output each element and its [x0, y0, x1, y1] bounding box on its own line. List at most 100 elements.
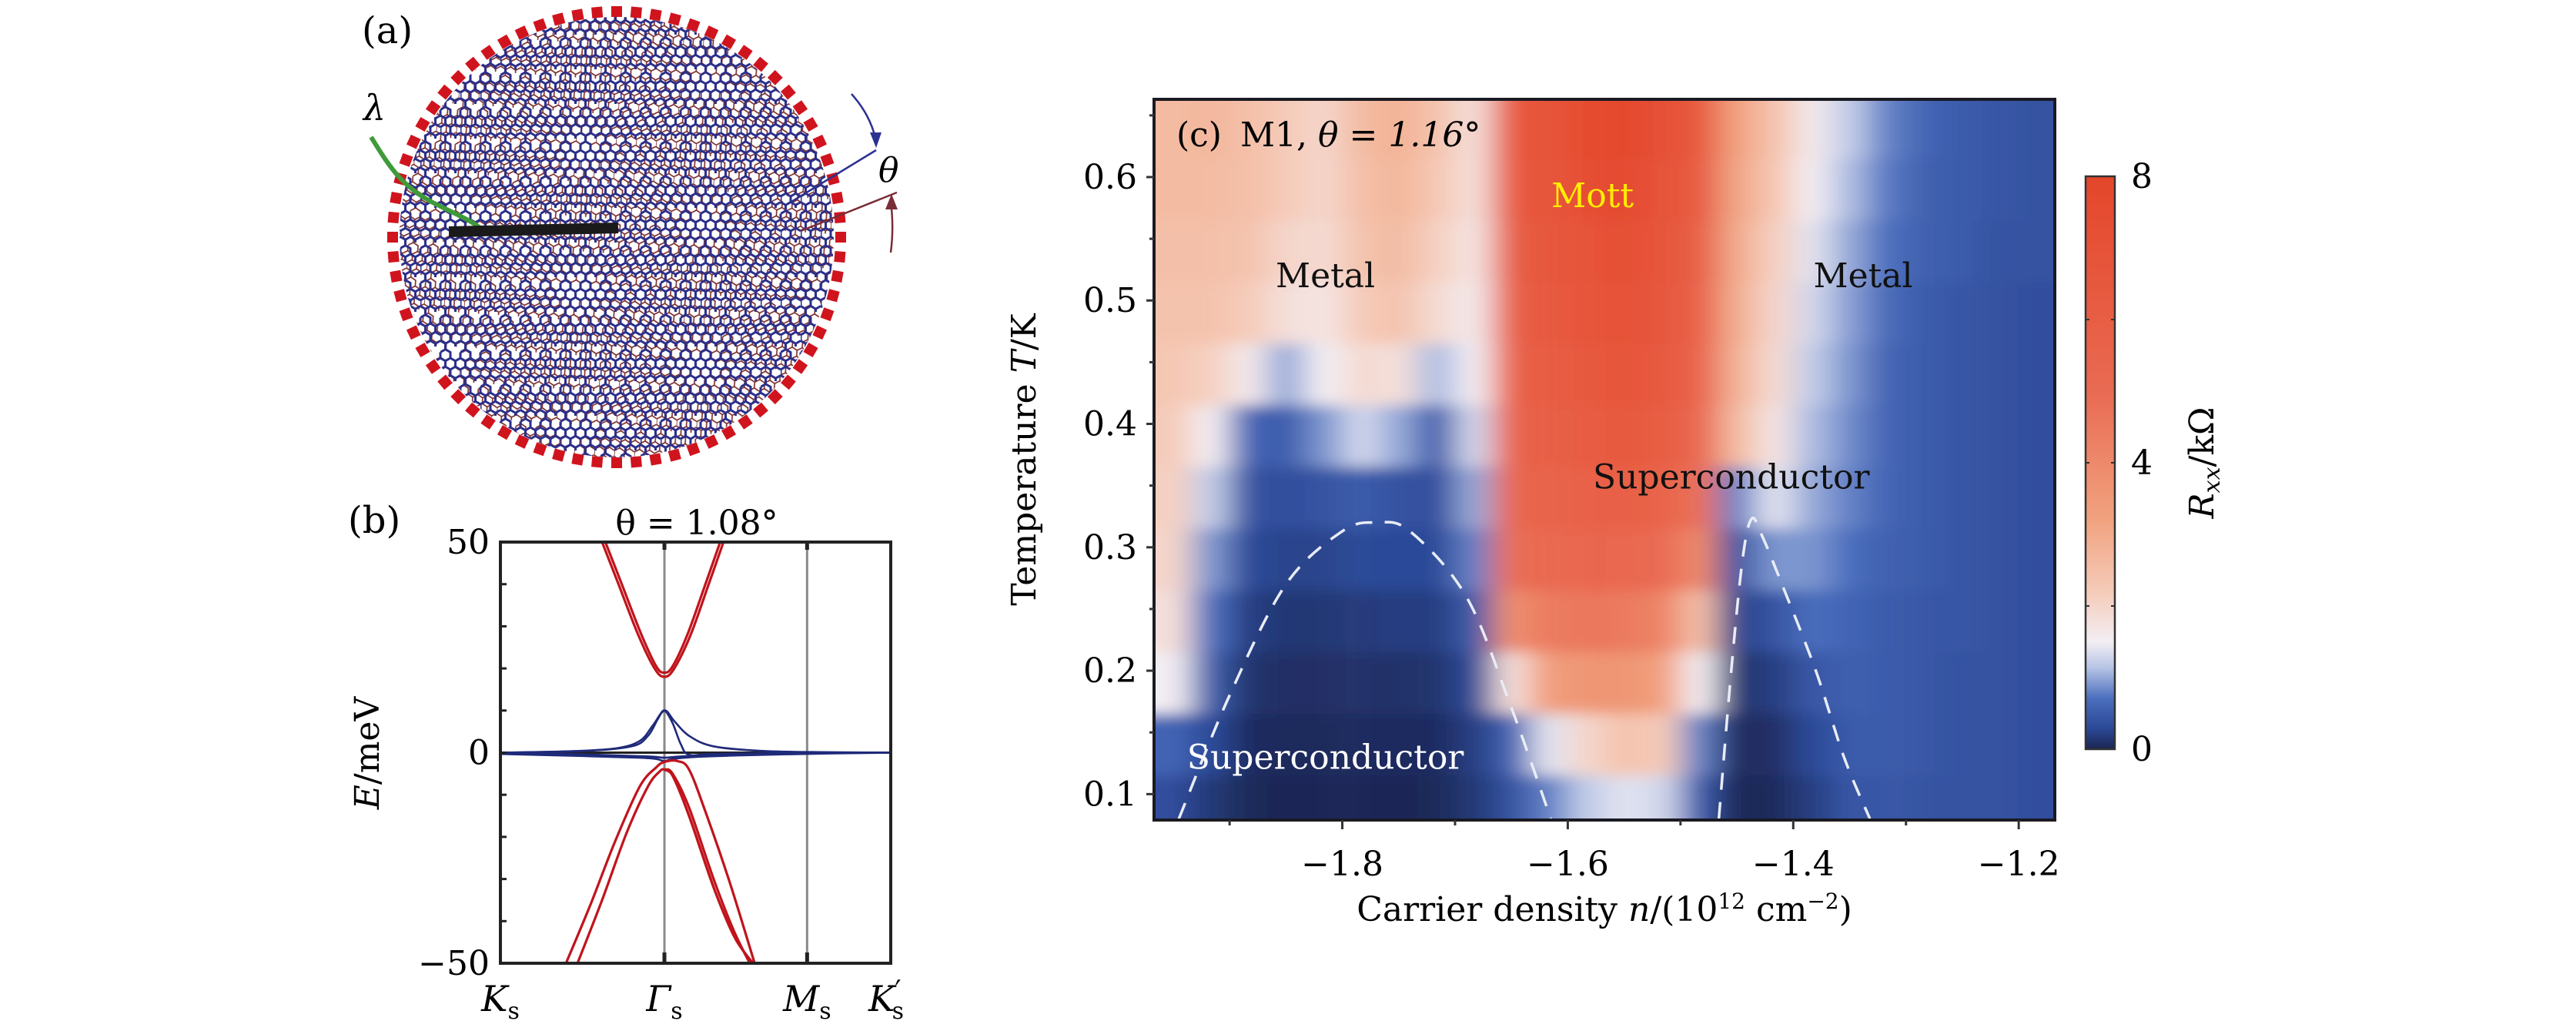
panel-c-plot-frame [1153, 98, 2056, 822]
heatmap-cell [1568, 467, 1607, 530]
heatmap-cell [1831, 158, 1869, 222]
heatmap-cell [1154, 158, 1193, 222]
heatmap-cell [1981, 99, 2019, 159]
heatmap-cell [1568, 528, 1607, 591]
heatmap-cell [1192, 652, 1230, 715]
boundary-atom [820, 152, 835, 167]
boundary-atom [721, 34, 737, 49]
x-tick-label-sub: s [819, 998, 831, 1025]
heatmap-cell [1493, 99, 1531, 159]
boundary-atom [630, 6, 642, 18]
xlabel-text: Carrier density [1357, 890, 1628, 929]
boundary-atom [835, 232, 846, 243]
heatmap-cell [1981, 158, 2019, 222]
heatmap-cell [1154, 590, 1193, 654]
heatmap-cell [1380, 467, 1418, 530]
heatmap-cell [1455, 590, 1494, 654]
heatmap-cell [1981, 343, 2019, 407]
heatmap-cell [1906, 775, 1945, 820]
heatmap-cell [1718, 220, 1757, 283]
heatmap-cell [1681, 775, 1719, 820]
heatmap-cell [1154, 220, 1193, 283]
colorbar-label: Rxx/kΩ [2183, 407, 2226, 520]
heatmap-cell [1906, 652, 1945, 715]
band-flat-1 [500, 709, 891, 754]
heatmap-cell [1906, 714, 1945, 777]
heatmap-cell [1794, 775, 1832, 820]
boundary-atom [514, 434, 530, 449]
heatmap-cell [1304, 528, 1343, 591]
band-valence-4 [663, 768, 754, 963]
heatmap-cell [1681, 652, 1719, 715]
band-lines [500, 542, 891, 963]
heatmap-cell [1417, 467, 1456, 530]
y-tick-label: 0 [468, 734, 490, 773]
heatmap-cell [1681, 343, 1719, 407]
boundary-atom [571, 8, 584, 22]
moire-lattice [400, 17, 834, 457]
boundary-atom [533, 18, 547, 32]
heatmap-cell [2016, 158, 2055, 222]
heatmap-cell [1794, 528, 1832, 591]
panel-c-label: (c) M1, θ = 1.16° [1176, 115, 1480, 155]
x-tick-label-main: K [868, 978, 897, 1019]
heatmap-cell [1642, 467, 1681, 530]
annotation-mott: Mott [1551, 176, 1634, 216]
heatmap-cell [1642, 220, 1681, 283]
heatmap-cell [1455, 158, 1494, 222]
heatmap-cell [1568, 158, 1607, 222]
band-valence-1 [564, 759, 756, 963]
heatmap-cell [1530, 405, 1568, 468]
boundary-atom [415, 342, 430, 358]
heatmap-cell [2016, 528, 2055, 591]
heatmap-cell [1943, 158, 1982, 222]
heatmap-cell [1755, 282, 1794, 345]
heatmap-cell [1304, 467, 1343, 530]
heatmap-cell [1192, 528, 1230, 591]
colorbar-label-R: R [2183, 493, 2222, 519]
heatmap-cell [1267, 282, 1306, 345]
heatmap-cell [1794, 714, 1832, 777]
heatmap-cell [1568, 652, 1607, 715]
heatmap-cell [1755, 652, 1794, 715]
heatmap-cell [1755, 775, 1794, 820]
heatmap-cell [1304, 99, 1343, 159]
band-flat-4 [500, 751, 891, 759]
heatmap-cell [1154, 343, 1193, 407]
heatmap-cell [1455, 714, 1494, 777]
heatmap-cell [1943, 343, 1982, 407]
heatmap-cell [1530, 343, 1568, 407]
boundary-atom [812, 134, 828, 149]
heatmap-cell [1229, 775, 1269, 820]
boundary-atom [425, 100, 441, 115]
heatmap-cell [1718, 775, 1757, 820]
heatmap-cell [1831, 405, 1869, 468]
heatmap-cell [1831, 99, 1869, 159]
heatmap-cell [1981, 775, 2019, 820]
heatmap-cell [1229, 590, 1269, 654]
heatmap-cell [1304, 405, 1343, 468]
x-tick-label: Ks [480, 978, 520, 1025]
heatmap-cell [1943, 282, 1982, 345]
heatmap-cell [1343, 775, 1381, 820]
heatmap-cell [1755, 405, 1794, 468]
heatmap-cell [1906, 467, 1945, 530]
heatmap-cell [1192, 775, 1230, 820]
heatmap-cell [1718, 282, 1757, 345]
boundary-atom [393, 289, 407, 303]
boundary-atom [465, 56, 480, 72]
boundary-atom [753, 56, 768, 72]
boundary-atom [387, 211, 400, 224]
boundary-atom [803, 342, 818, 358]
heatmap-cell [1568, 220, 1607, 283]
boundary-atom [649, 453, 662, 466]
boundary-atom [387, 250, 400, 263]
heatmap-cell [1304, 220, 1343, 283]
heatmap-cell [2016, 343, 2055, 407]
heatmap-cell [1981, 528, 2019, 591]
panel-a-moire-lattice: (a) λ θ [362, 6, 899, 468]
heatmap-cell [1605, 343, 1644, 407]
heatmap-cell [1267, 467, 1306, 530]
